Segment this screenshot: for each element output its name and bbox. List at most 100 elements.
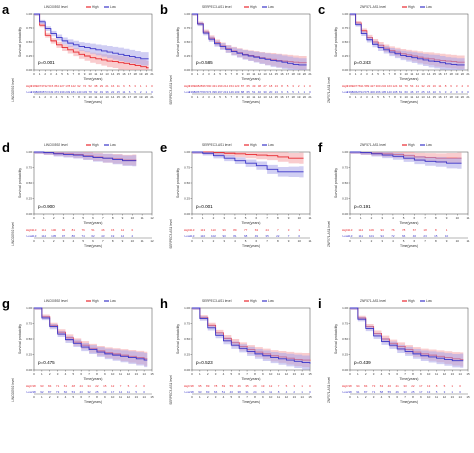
- x-tick-label: 11: [119, 372, 122, 376]
- x-tick-label: 21: [150, 72, 154, 76]
- risk-table: ZNF571-AS1 level High 98 94 84 73 63 46 41 33 22 17…: [327, 377, 470, 404]
- x-tick-label: 7: [72, 72, 74, 76]
- risk-x-tick-label: 2: [49, 395, 51, 399]
- risk-count: 7: [120, 384, 122, 388]
- risk-x-tick-label: 4: [72, 239, 74, 243]
- risk-count: 62: [91, 234, 95, 238]
- risk-count: 5: [134, 90, 136, 94]
- legend-entry-low: Low: [110, 143, 117, 147]
- x-tick-label: 12: [443, 372, 447, 376]
- panel-letter-f: f: [318, 140, 323, 155]
- risk-x-tick-label: 3: [366, 95, 368, 99]
- x-tick-label: 16: [122, 72, 126, 76]
- risk-count: 13: [275, 90, 279, 94]
- x-tick-label: 17: [286, 72, 290, 76]
- risk-x-tick-label: 8: [78, 95, 80, 99]
- panel-letter-c: c: [318, 2, 325, 17]
- risk-count: 98: [32, 390, 36, 394]
- risk-count: 3: [445, 90, 447, 94]
- risk-count: 1: [298, 228, 300, 232]
- risk-count: 38: [238, 390, 242, 394]
- risk-table-ylabel: LINC00592 level: [11, 222, 15, 246]
- x-tick-label: 8: [254, 372, 256, 376]
- risk-x-tick-label: 15: [433, 95, 437, 99]
- y-tick-label: 0.75: [184, 166, 190, 170]
- risk-count: 17: [419, 390, 423, 394]
- ci-band-low: [192, 14, 307, 70]
- risk-count: 6: [129, 90, 131, 94]
- risk-count: 25: [95, 390, 99, 394]
- y-tick-label: 0.50: [26, 181, 32, 185]
- risk-table-ylabel: SERPEC3-AS1 level: [169, 75, 173, 105]
- risk-count: 46: [413, 234, 417, 238]
- risk-count: 794: [359, 90, 364, 94]
- risk-count: 98: [348, 390, 352, 394]
- risk-x-tick-label: 6: [396, 395, 398, 399]
- risk-count: 43: [80, 390, 84, 394]
- risk-count: 31: [245, 390, 249, 394]
- risk-count: 94: [381, 234, 385, 238]
- x-tick-label: 13: [105, 72, 109, 76]
- y-tick-label: 0.50: [26, 337, 32, 341]
- risk-count: 16: [433, 84, 437, 88]
- risk-count: 5: [135, 390, 137, 394]
- risk-x-tick-label: 17: [286, 95, 290, 99]
- x-tick-label: 17: [444, 72, 448, 76]
- risk-count: 11: [269, 390, 272, 394]
- x-tick-label: 18: [133, 72, 137, 76]
- x-tick-label: 9: [288, 216, 290, 220]
- y-tick-label: 0.75: [184, 322, 190, 326]
- risk-count: 76: [391, 228, 395, 232]
- risk-count: 0: [309, 90, 311, 94]
- risk-x-tick-label: 9: [400, 95, 402, 99]
- risk-count: 178: [65, 84, 70, 88]
- km-curve-low: [192, 13, 307, 66]
- risk-count: 873: [43, 90, 48, 94]
- legend: ZNF571-AS1 level High Low: [360, 299, 433, 303]
- risk-count: 60: [405, 90, 409, 94]
- risk-count: 1: [301, 384, 303, 388]
- risk-count: 71: [56, 384, 60, 388]
- risk-count: 427: [370, 84, 375, 88]
- x-tick-label: 12: [100, 72, 104, 76]
- x-tick-label: 7: [230, 72, 232, 76]
- risk-count: 95: [198, 384, 202, 388]
- risk-count: 7: [288, 234, 290, 238]
- x-tick-label: 10: [247, 72, 251, 76]
- risk-count: 43: [101, 234, 105, 238]
- risk-count: 93: [198, 390, 202, 394]
- y-tick-label: 0.25: [26, 197, 32, 201]
- risk-count: 8: [445, 84, 447, 88]
- risk-count: 13: [427, 390, 431, 394]
- risk-x-tick-label: 5: [82, 239, 84, 243]
- risk-x-tick-label: 0: [33, 95, 35, 99]
- x-tick-label: 6: [92, 216, 94, 220]
- risk-count: 29: [100, 84, 104, 88]
- legend: LINC00592 level High Low: [44, 299, 117, 303]
- panel-f: f ZNF571-AS1 level High Low 0.00 0.25 0.50 0.75…: [318, 140, 470, 248]
- x-tick-label: 1: [43, 216, 45, 220]
- risk-x-tick-label: 6: [238, 395, 240, 399]
- legend-title: SERPEC3-AS1 level: [202, 5, 232, 9]
- x-tick-label: 5: [377, 72, 379, 76]
- y-tick-label: 0.75: [184, 26, 190, 30]
- risk-x-tick-label: 14: [458, 395, 462, 399]
- risk-count: 123: [234, 84, 239, 88]
- risk-x-tick-label: 6: [92, 239, 94, 243]
- risk-count: 98: [32, 384, 36, 388]
- risk-x-tick-label: 9: [122, 239, 124, 243]
- risk-x-tick-label: 1: [357, 395, 359, 399]
- x-tick-label: 13: [421, 72, 425, 76]
- risk-x-tick-label: 10: [456, 239, 460, 243]
- risk-count: 27: [263, 84, 267, 88]
- risk-x-tick-label: 6: [383, 95, 385, 99]
- x-tick-label: 6: [383, 72, 385, 76]
- risk-count: 46: [396, 390, 400, 394]
- y-tick-label: 0.25: [342, 353, 348, 357]
- y-tick-label: 0.25: [184, 197, 190, 201]
- risk-count: 154: [229, 84, 234, 88]
- risk-count: 1399: [31, 84, 38, 88]
- risk-x-tick-label: 3: [381, 239, 383, 243]
- risk-row-label-high: High: [184, 384, 191, 388]
- risk-count: 473: [54, 90, 59, 94]
